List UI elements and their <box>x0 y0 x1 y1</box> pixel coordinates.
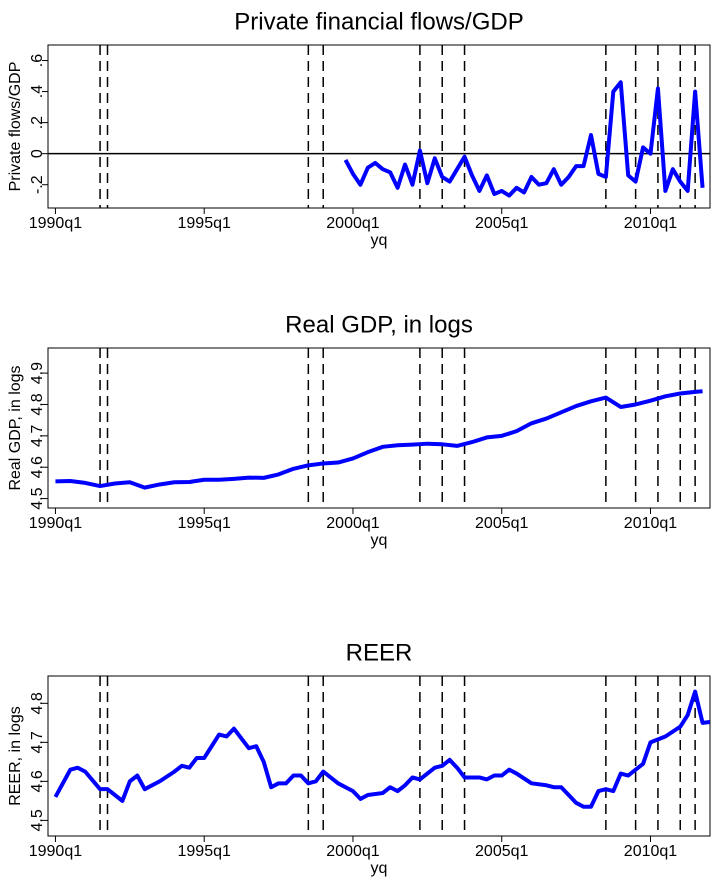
y-axis-title: REER, in logs <box>7 706 24 806</box>
chart-title: Real GDP, in logs <box>285 311 473 338</box>
chart-title: REER <box>346 639 413 666</box>
x-tick-label: 2005q1 <box>475 843 528 860</box>
y-tick-label: 4.8 <box>29 393 46 415</box>
y-tick-label: 4.7 <box>29 425 46 447</box>
y-tick-label: 4.6 <box>29 456 46 478</box>
y-tick-label: .6 <box>29 54 46 67</box>
x-tick-label: 1995q1 <box>178 215 231 232</box>
x-tick-label: 2010q1 <box>624 515 677 532</box>
x-axis-title: yq <box>371 860 388 877</box>
y-axis-title: Real GDP, in logs <box>7 365 24 490</box>
x-tick-label: 2005q1 <box>475 215 528 232</box>
plot-frame <box>47 675 711 837</box>
x-tick-label: 1995q1 <box>178 843 231 860</box>
plot-frame <box>47 44 711 209</box>
y-tick-label: 4.5 <box>29 809 46 831</box>
chart-title: Private financial flows/GDP <box>234 8 523 35</box>
data-line <box>53 689 711 809</box>
plot-frame <box>47 347 711 509</box>
y-tick-label: 4.9 <box>29 362 46 384</box>
x-tick-label: 1995q1 <box>178 515 231 532</box>
y-tick-label: -.2 <box>29 175 46 194</box>
x-tick-label: 2005q1 <box>475 515 528 532</box>
y-tick-label: 0 <box>29 149 46 158</box>
x-axis-title: yq <box>371 232 388 249</box>
data-line <box>343 80 705 198</box>
x-tick-label: 1990q1 <box>29 843 82 860</box>
x-tick-label: 2010q1 <box>624 843 677 860</box>
y-tick-label: .4 <box>29 85 46 98</box>
x-tick-label: 2010q1 <box>624 215 677 232</box>
x-tick-label: 1990q1 <box>29 515 82 532</box>
y-tick-label: 4.8 <box>29 692 46 714</box>
y-tick-label: 4.5 <box>29 487 46 509</box>
x-tick-label: 1990q1 <box>29 215 82 232</box>
x-tick-label: 2000q1 <box>326 843 379 860</box>
y-tick-label: 4.6 <box>29 770 46 792</box>
x-axis-title: yq <box>371 532 388 549</box>
y-tick-label: .2 <box>29 116 46 129</box>
y-axis-title: Private flows/GDP <box>7 62 24 192</box>
x-tick-label: 2000q1 <box>326 515 379 532</box>
y-tick-label: 4.7 <box>29 731 46 753</box>
x-tick-label: 2000q1 <box>326 215 379 232</box>
data-line <box>55 389 703 490</box>
